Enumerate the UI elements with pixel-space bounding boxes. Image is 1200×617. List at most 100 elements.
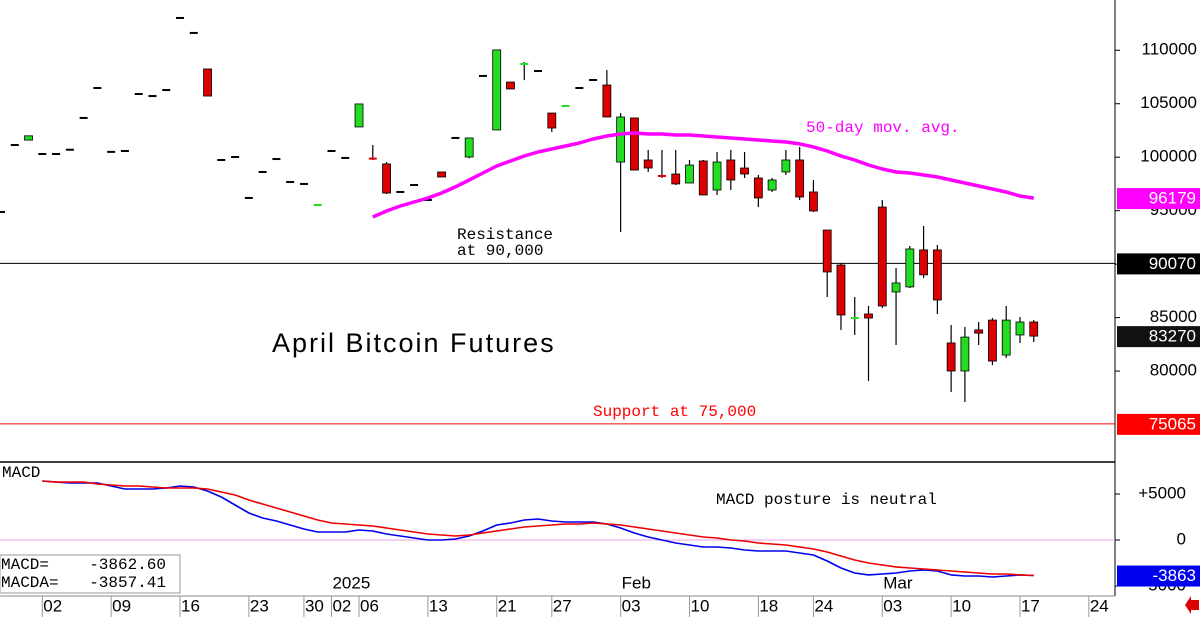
y-tick-label: 80000 <box>1150 361 1197 380</box>
x-tick-label: 06 <box>360 596 379 615</box>
y-tick-label: 85000 <box>1150 307 1197 326</box>
y-tick-label: 105000 <box>1140 93 1197 112</box>
candle-body <box>960 336 970 372</box>
price-box-label: 96179 <box>1149 189 1196 208</box>
price-box <box>1117 413 1200 435</box>
x-tick-label: 10 <box>952 596 971 615</box>
x-tick-label: 03 <box>622 596 641 615</box>
candle-body <box>781 159 791 173</box>
candle-body <box>685 164 694 184</box>
macd-line <box>42 480 1034 578</box>
y-tick-label: 100000 <box>1140 147 1197 166</box>
candle-body <box>726 159 736 181</box>
x-tick-label: 30 <box>305 596 324 615</box>
candle-body <box>506 81 515 90</box>
candle-body <box>368 157 377 160</box>
candle-body <box>1015 321 1025 336</box>
candle-body <box>919 249 928 276</box>
candle-body <box>988 319 997 362</box>
x-tick-label: 27 <box>553 596 572 615</box>
price-box-label: 75065 <box>1149 414 1196 433</box>
candle-body <box>464 137 474 158</box>
x-month-label: Feb <box>622 573 651 592</box>
scroll-arrow[interactable] <box>1185 596 1199 614</box>
reference-annotation: Support at 75,000 <box>593 403 756 421</box>
moving-average-line <box>372 131 1035 219</box>
candle-body <box>354 103 364 128</box>
x-month-label: Mar <box>883 573 913 592</box>
candle-body <box>203 68 212 97</box>
y-tick-label: 0 <box>1177 529 1186 548</box>
value-box-label: -3863 <box>1153 566 1196 585</box>
candle-body <box>850 317 859 320</box>
candle-body <box>24 135 33 141</box>
value-box <box>1117 565 1200 587</box>
candle-body <box>877 206 887 307</box>
candle-body <box>712 161 722 191</box>
candle-body <box>561 104 570 107</box>
candle-body <box>520 62 529 65</box>
candle-body <box>313 204 322 207</box>
macd-line <box>42 480 1034 577</box>
x-tick-label: 13 <box>429 596 448 615</box>
x-tick-label: 18 <box>759 596 778 615</box>
candle-body <box>974 329 984 334</box>
x-tick-label: 02 <box>332 596 351 615</box>
x-month-label: 2025 <box>332 573 370 592</box>
candle-body <box>671 173 681 185</box>
series-label: 50-day mov. avg. <box>806 119 960 137</box>
candle-body <box>630 117 639 171</box>
price-box-label: 83270 <box>1149 327 1196 346</box>
candle-body <box>602 84 612 118</box>
candle-body <box>492 49 502 131</box>
candle-body <box>767 179 777 191</box>
reference-annotation: at 90,000 <box>457 242 543 260</box>
candle-body <box>616 116 626 163</box>
x-tick-label: 16 <box>181 596 200 615</box>
x-tick-label: 02 <box>43 596 62 615</box>
price-box <box>1117 326 1200 348</box>
candle-body <box>382 163 391 194</box>
x-tick-label: 24 <box>814 596 833 615</box>
x-tick-label: 23 <box>250 596 269 615</box>
candle-body <box>946 342 956 372</box>
candle-body <box>1029 321 1039 337</box>
candle-body <box>795 159 805 198</box>
candle-body <box>698 160 708 196</box>
candle-body <box>643 159 653 169</box>
candle-body <box>905 248 915 288</box>
x-tick-label: 09 <box>112 596 131 615</box>
candle-body <box>657 174 666 177</box>
candle-body <box>932 249 942 301</box>
x-tick-label: 21 <box>498 596 517 615</box>
x-tick-label: 03 <box>883 596 902 615</box>
y-tick-label: 110000 <box>1142 40 1197 59</box>
readout-value: -3862.60 <box>89 556 166 574</box>
candle-body <box>822 229 832 273</box>
readout-value: -3857.41 <box>89 574 166 592</box>
chart-title: April Bitcoin Futures <box>272 328 556 358</box>
macd-annotation: MACD posture is neutral <box>716 491 937 509</box>
macd-title: MACD <box>2 464 40 482</box>
readout-name: MACDA= <box>1 574 59 592</box>
candle-body <box>864 313 873 319</box>
candle-body <box>809 191 818 212</box>
x-tick-label: 10 <box>691 596 710 615</box>
candle-body <box>547 112 557 129</box>
y-tick-label: +5000 <box>1138 483 1186 502</box>
candle-body <box>891 282 901 293</box>
x-tick-label: 24 <box>1090 596 1109 615</box>
reference-annotation: Resistance <box>457 226 553 244</box>
price-box <box>1117 188 1200 210</box>
candle-body <box>836 264 846 316</box>
readout-name: MACD= <box>1 556 49 574</box>
candle-body <box>740 167 749 175</box>
x-tick-label: 17 <box>1021 596 1040 615</box>
candle-body <box>753 177 763 199</box>
price-box-label: 90070 <box>1149 254 1196 273</box>
candle-body <box>1001 319 1011 356</box>
price-box <box>1117 253 1200 275</box>
candle-body <box>437 171 447 178</box>
